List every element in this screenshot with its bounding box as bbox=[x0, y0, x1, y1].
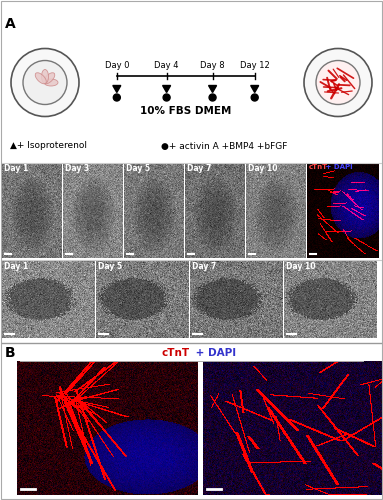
Text: Day 1: Day 1 bbox=[4, 164, 28, 173]
Ellipse shape bbox=[44, 72, 55, 84]
Text: Day 7: Day 7 bbox=[187, 164, 211, 173]
Ellipse shape bbox=[44, 79, 58, 86]
Text: Day 8: Day 8 bbox=[200, 62, 225, 70]
Text: Day 10: Day 10 bbox=[286, 262, 316, 271]
Text: Day 10: Day 10 bbox=[248, 164, 278, 173]
Polygon shape bbox=[113, 86, 121, 92]
Circle shape bbox=[209, 94, 216, 101]
Text: Day 5: Day 5 bbox=[98, 262, 122, 271]
Text: 10% FBS DMEM: 10% FBS DMEM bbox=[140, 106, 231, 116]
Text: Day 0: Day 0 bbox=[105, 62, 129, 70]
Circle shape bbox=[11, 48, 79, 116]
Text: Day 7: Day 7 bbox=[192, 262, 216, 271]
Text: ▲+ Isoproterenol: ▲+ Isoproterenol bbox=[10, 142, 87, 150]
Text: Day 3: Day 3 bbox=[65, 164, 89, 173]
Circle shape bbox=[316, 60, 360, 104]
Circle shape bbox=[163, 94, 170, 101]
Circle shape bbox=[251, 94, 258, 101]
Text: cTnT: cTnT bbox=[161, 348, 190, 358]
Text: Day 12: Day 12 bbox=[240, 62, 270, 70]
Text: Day 1: Day 1 bbox=[4, 262, 28, 271]
Polygon shape bbox=[251, 86, 259, 92]
Circle shape bbox=[304, 48, 372, 116]
Text: A: A bbox=[5, 17, 16, 31]
Text: + DAPI: + DAPI bbox=[192, 348, 236, 358]
Circle shape bbox=[23, 60, 67, 104]
Ellipse shape bbox=[35, 72, 46, 84]
Text: Day 5: Day 5 bbox=[126, 164, 150, 173]
Text: ●+ activin A +BMP4 +bFGF: ●+ activin A +BMP4 +bFGF bbox=[161, 142, 287, 150]
Text: Day 4: Day 4 bbox=[154, 62, 179, 70]
Ellipse shape bbox=[41, 70, 49, 84]
Text: B: B bbox=[5, 346, 16, 360]
Text: cTnT: cTnT bbox=[309, 164, 328, 170]
Circle shape bbox=[113, 94, 120, 101]
Polygon shape bbox=[163, 86, 170, 92]
Text: + DAPI: + DAPI bbox=[323, 164, 353, 170]
Polygon shape bbox=[209, 86, 216, 92]
